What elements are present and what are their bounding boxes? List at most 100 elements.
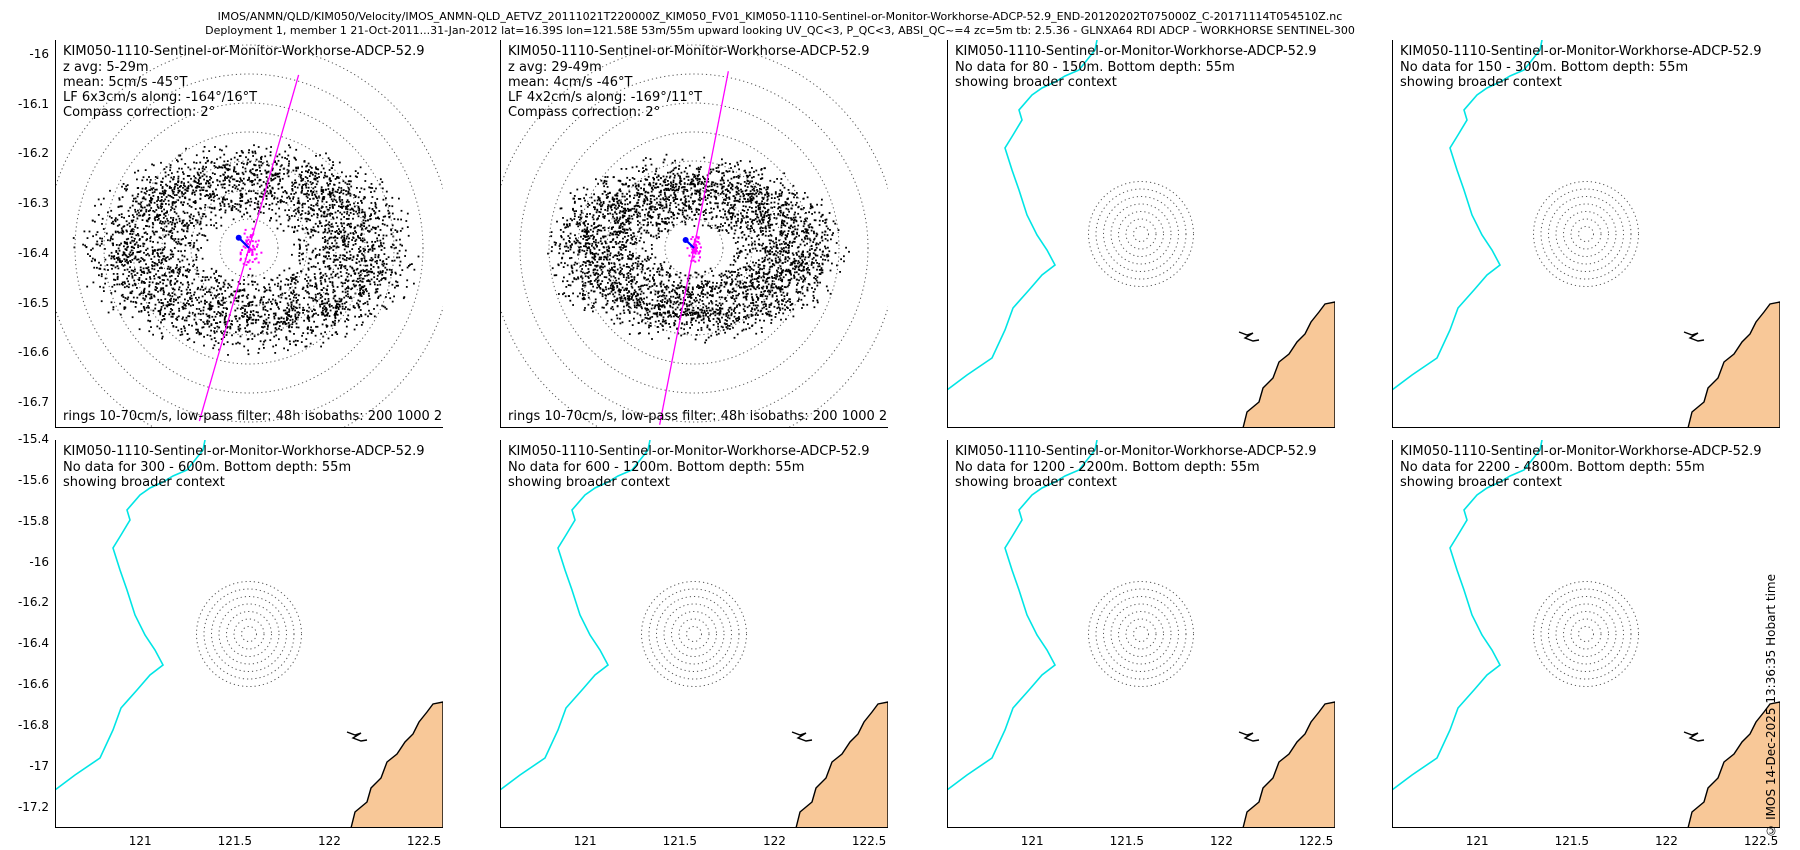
velocity-point bbox=[357, 304, 360, 307]
velocity-point bbox=[169, 166, 172, 169]
velocity-point bbox=[642, 159, 645, 162]
velocity-point bbox=[328, 221, 331, 224]
velocity-point bbox=[299, 245, 301, 248]
velocity-point bbox=[328, 190, 331, 193]
velocity-point bbox=[244, 308, 246, 311]
velocity-point bbox=[782, 262, 784, 264]
velocity-point bbox=[594, 206, 596, 209]
velocity-point bbox=[633, 207, 636, 210]
velocity-point bbox=[683, 323, 686, 326]
lf-point bbox=[252, 245, 255, 248]
velocity-point bbox=[178, 260, 181, 263]
velocity-point bbox=[251, 332, 254, 335]
panel-info-line: LF 6x3cm/s along: -164°/16°T bbox=[63, 90, 257, 105]
velocity-point bbox=[787, 284, 790, 286]
velocity-point bbox=[146, 220, 149, 222]
velocity-point bbox=[782, 224, 785, 226]
velocity-point bbox=[738, 198, 741, 201]
velocity-point bbox=[705, 313, 707, 315]
velocity-point bbox=[327, 193, 330, 196]
velocity-point bbox=[766, 188, 769, 190]
velocity-point bbox=[273, 196, 276, 199]
velocity-point bbox=[377, 271, 380, 273]
velocity-point bbox=[300, 270, 303, 273]
velocity-point bbox=[204, 195, 207, 197]
velocity-point bbox=[311, 315, 314, 318]
velocity-point bbox=[92, 235, 94, 238]
velocity-point bbox=[191, 185, 193, 188]
velocity-point bbox=[175, 218, 178, 221]
velocity-point bbox=[787, 256, 790, 258]
velocity-point bbox=[299, 246, 301, 249]
velocity-point bbox=[788, 257, 791, 260]
velocity-point bbox=[620, 222, 622, 225]
velocity-point bbox=[365, 268, 368, 271]
velocity-point bbox=[297, 311, 300, 313]
velocity-point bbox=[192, 189, 195, 192]
velocity-point bbox=[215, 227, 218, 230]
velocity-point bbox=[404, 249, 407, 252]
velocity-point bbox=[251, 180, 254, 182]
velocity-point bbox=[256, 206, 259, 209]
velocity-point bbox=[203, 173, 206, 176]
velocity-point bbox=[683, 170, 686, 173]
velocity-point bbox=[567, 235, 570, 237]
velocity-point bbox=[598, 198, 600, 201]
velocity-point bbox=[342, 229, 345, 231]
lf-point bbox=[255, 253, 258, 256]
velocity-point bbox=[184, 249, 186, 252]
velocity-point bbox=[208, 320, 211, 323]
velocity-point bbox=[150, 207, 153, 209]
velocity-point bbox=[259, 178, 261, 181]
velocity-point bbox=[222, 307, 225, 309]
velocity-point bbox=[329, 212, 332, 215]
velocity-point bbox=[358, 248, 360, 250]
lf-point bbox=[239, 259, 242, 262]
velocity-point bbox=[238, 184, 240, 186]
velocity-point bbox=[130, 249, 133, 252]
velocity-point bbox=[395, 246, 397, 249]
velocity-point bbox=[332, 285, 335, 288]
velocity-point bbox=[756, 213, 759, 216]
velocity-point bbox=[344, 320, 346, 323]
velocity-point bbox=[735, 306, 738, 308]
velocity-point bbox=[260, 315, 263, 318]
velocity-point bbox=[591, 283, 593, 285]
velocity-point bbox=[164, 313, 166, 316]
velocity-point bbox=[286, 158, 288, 160]
velocity-point bbox=[170, 303, 173, 306]
velocity-point bbox=[653, 279, 655, 281]
velocity-point bbox=[401, 244, 403, 247]
velocity-point bbox=[307, 268, 310, 271]
velocity-point bbox=[213, 337, 216, 339]
velocity-point bbox=[142, 214, 145, 217]
velocity-point bbox=[231, 186, 234, 188]
velocity-point bbox=[810, 264, 813, 266]
velocity-point bbox=[765, 280, 767, 283]
velocity-point bbox=[813, 238, 815, 241]
velocity-point bbox=[295, 279, 297, 282]
velocity-point bbox=[382, 242, 385, 245]
velocity-point bbox=[328, 305, 331, 308]
velocity-point bbox=[334, 236, 337, 239]
velocity-point bbox=[140, 257, 143, 259]
velocity-point bbox=[569, 284, 572, 287]
velocity-point bbox=[310, 332, 313, 334]
velocity-point bbox=[740, 188, 742, 191]
velocity-point bbox=[739, 221, 742, 224]
velocity-point bbox=[171, 232, 174, 234]
velocity-point bbox=[249, 160, 251, 163]
velocity-point bbox=[265, 194, 268, 197]
velocity-point bbox=[249, 313, 252, 316]
velocity-point bbox=[246, 212, 249, 214]
velocity-point bbox=[747, 182, 750, 185]
velocity-point bbox=[156, 216, 158, 218]
velocity-point bbox=[339, 254, 342, 257]
velocity-point bbox=[223, 183, 226, 185]
velocity-point bbox=[729, 263, 732, 266]
velocity-point bbox=[228, 319, 231, 322]
velocity-point bbox=[604, 235, 607, 238]
velocity-point bbox=[587, 296, 590, 299]
velocity-point bbox=[402, 297, 405, 300]
velocity-point bbox=[735, 297, 738, 300]
